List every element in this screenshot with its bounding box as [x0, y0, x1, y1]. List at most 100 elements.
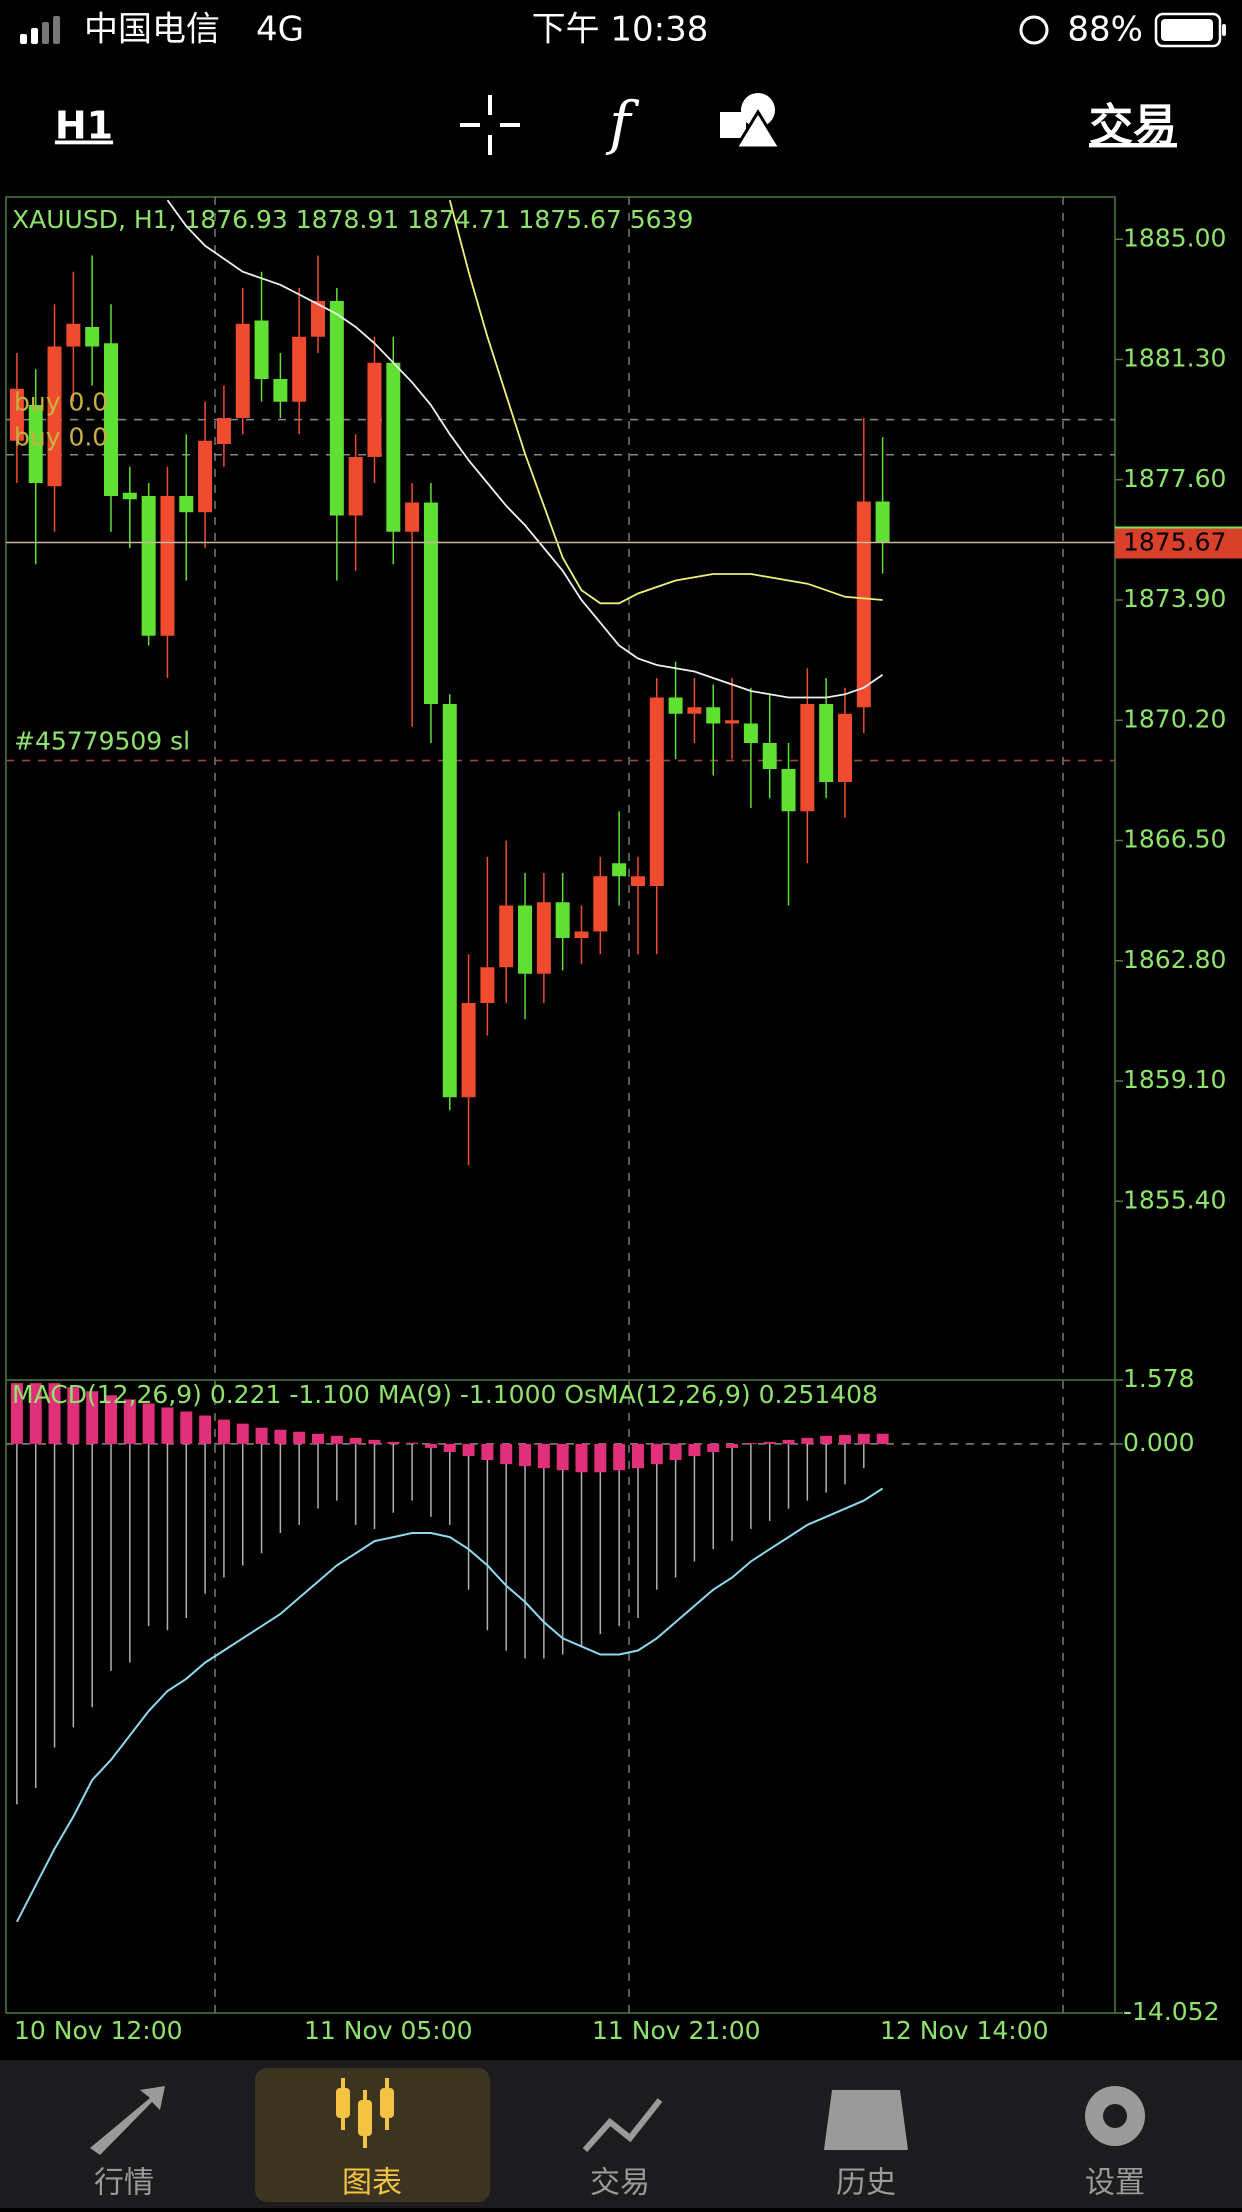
- y-tick-label: 1859.10: [1123, 1065, 1226, 1094]
- y-tick-label: 1881.30: [1123, 344, 1226, 373]
- y-tick-label: 1885.00: [1123, 223, 1226, 252]
- osma-bar: [462, 1443, 475, 1457]
- y-tick-label: 1.578: [1123, 1364, 1195, 1393]
- macd-header: MACD(12,26,9) 0.221 -1.100 MA(9) -1.1000…: [12, 1380, 878, 1409]
- osma-bar: [594, 1443, 607, 1473]
- candle-body: [687, 707, 702, 714]
- osma-bar: [650, 1443, 663, 1465]
- candle-body: [856, 501, 871, 708]
- candle-body: [574, 931, 589, 938]
- tab-label[interactable]: 图表: [342, 2166, 402, 2201]
- tab-label[interactable]: 交易: [590, 2166, 650, 2201]
- osma-bar: [312, 1433, 325, 1444]
- candle-body: [141, 496, 156, 636]
- candle-body: [612, 863, 627, 877]
- osma-bar: [613, 1443, 626, 1471]
- osma-bar: [782, 1439, 795, 1444]
- osma-bar: [29, 1383, 42, 1444]
- candle-body: [837, 713, 852, 782]
- candle-body: [122, 492, 137, 500]
- signal-bar: [53, 16, 60, 44]
- osma-bar: [876, 1433, 889, 1444]
- tab-label[interactable]: 行情: [94, 2166, 154, 2201]
- trade-button[interactable]: 交易: [1089, 100, 1177, 151]
- candle-body: [85, 327, 100, 347]
- signal-bar: [20, 34, 27, 44]
- osma-bar: [669, 1443, 682, 1461]
- tab-label[interactable]: 历史: [836, 2166, 896, 2201]
- tab-label[interactable]: 设置: [1085, 2166, 1145, 2201]
- osma-bar: [105, 1395, 117, 1444]
- current-price-label: 1875.67: [1123, 527, 1226, 556]
- osma-bar: [387, 1441, 400, 1444]
- osma-bar: [10, 1383, 23, 1444]
- chart-layer: 1885.00 1881.30 1877.60 1873.90 1870.20 1866.…: [6, 199, 1242, 2045]
- crosshair-button[interactable]: [460, 95, 520, 155]
- osma-bar: [161, 1407, 174, 1444]
- candle-body: [292, 336, 307, 402]
- candle-body: [405, 502, 420, 532]
- y-tick-label: 1862.80: [1123, 945, 1226, 974]
- osma-bar: [330, 1435, 343, 1444]
- moving-average: [448, 199, 883, 605]
- candle-body: [555, 902, 570, 938]
- x-tick-label: 10 Nov 12:00: [14, 2016, 183, 2045]
- candle-body: [593, 876, 608, 932]
- osma-bar: [500, 1443, 513, 1465]
- osma-bar: [857, 1433, 870, 1444]
- candle-body: [875, 501, 890, 543]
- toolbar: H1 f 交易: [55, 89, 1177, 157]
- objects-button[interactable]: [720, 93, 783, 150]
- osma-bar: [838, 1434, 851, 1444]
- osma-bar: [801, 1437, 814, 1444]
- osma-bar: [368, 1439, 381, 1444]
- osma-bar: [763, 1441, 776, 1444]
- osma-bar: [443, 1443, 456, 1453]
- candle-body: [198, 440, 213, 513]
- candle-body: [706, 707, 721, 724]
- osma-bar: [519, 1443, 532, 1467]
- osma-bar: [48, 1383, 61, 1444]
- carrier: 中国电信: [84, 10, 220, 50]
- osma-bar: [217, 1419, 230, 1444]
- osma-bar: [820, 1435, 833, 1444]
- x-tick-label: 12 Nov 14:00: [880, 2016, 1049, 2045]
- candle-body: [311, 301, 326, 337]
- candle-body: [216, 418, 231, 444]
- osma-bar: [707, 1443, 720, 1453]
- osma-bar: [631, 1443, 644, 1469]
- osma-bar: [481, 1443, 494, 1461]
- signal-bar: [42, 22, 49, 44]
- battery-level: 88%: [1067, 10, 1143, 50]
- quotes-icon: [90, 2086, 165, 2155]
- timeframe-button[interactable]: H1: [55, 104, 113, 148]
- candle-body: [743, 723, 758, 743]
- candle-body: [273, 379, 288, 402]
- moving-average: [166, 199, 884, 699]
- osma-bar: [406, 1442, 419, 1444]
- battery-icon: [1154, 12, 1222, 48]
- osma-bar: [688, 1443, 701, 1457]
- osma-bar: [236, 1423, 249, 1444]
- macd-pane: [6, 1383, 1115, 1923]
- status-bar: 中国电信 4G 下午 10:38 88%: [20, 10, 1226, 50]
- y-tick-label: 1873.90: [1123, 584, 1226, 613]
- osma-bar: [255, 1427, 268, 1444]
- candle-body: [725, 720, 740, 724]
- active-tab-highlight: [255, 2068, 490, 2202]
- candle-body: [480, 967, 495, 1003]
- candle-body: [518, 905, 533, 974]
- candle-body: [461, 1003, 476, 1098]
- current-price-box: [1115, 526, 1242, 559]
- x-tick-label: 11 Nov 21:00: [592, 2016, 761, 2045]
- candle-body: [442, 704, 457, 1098]
- y-tick-label: 0.000: [1123, 1428, 1195, 1457]
- y-tick-label: -14.052: [1123, 1997, 1220, 2026]
- candle-body: [649, 697, 664, 886]
- candle-body: [348, 457, 363, 516]
- osma-bar: [537, 1443, 550, 1469]
- y-tick-label: 1855.40: [1123, 1185, 1226, 1214]
